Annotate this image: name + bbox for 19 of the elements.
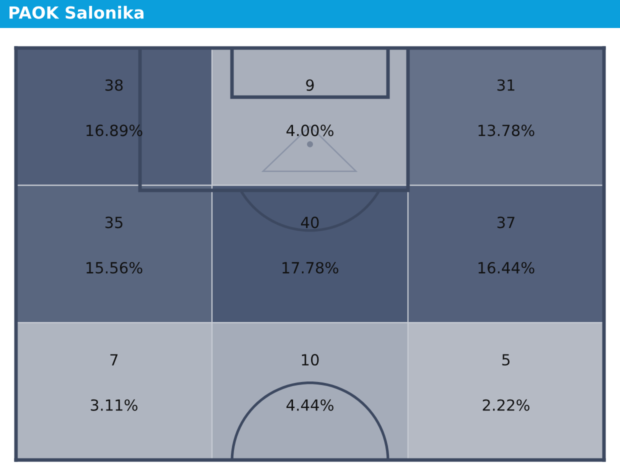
data-label: 35 <box>105 216 122 228</box>
data-label: 9 <box>306 79 314 91</box>
annotation: 16.89% <box>86 124 142 136</box>
data-label: 31 <box>497 79 514 91</box>
annotation: 2.22% <box>482 399 530 411</box>
annotation: 16.44% <box>478 262 534 274</box>
annotation: 13.78% <box>478 124 534 136</box>
data-label: 38 <box>105 79 123 91</box>
annotation: 15.56% <box>86 262 142 274</box>
chart-title: PAOK Salonika <box>10 6 144 19</box>
annotation: 3.11% <box>90 399 138 411</box>
annotation: 4.44% <box>286 399 334 411</box>
annotation: 17.78% <box>282 262 338 274</box>
data-label: 40 <box>301 216 319 228</box>
data-label: 10 <box>302 354 319 366</box>
data-label: 7 <box>110 354 118 366</box>
data-label: 5 <box>502 354 510 366</box>
annotation: 4.00% <box>286 124 334 136</box>
data-label: 37 <box>497 216 514 228</box>
